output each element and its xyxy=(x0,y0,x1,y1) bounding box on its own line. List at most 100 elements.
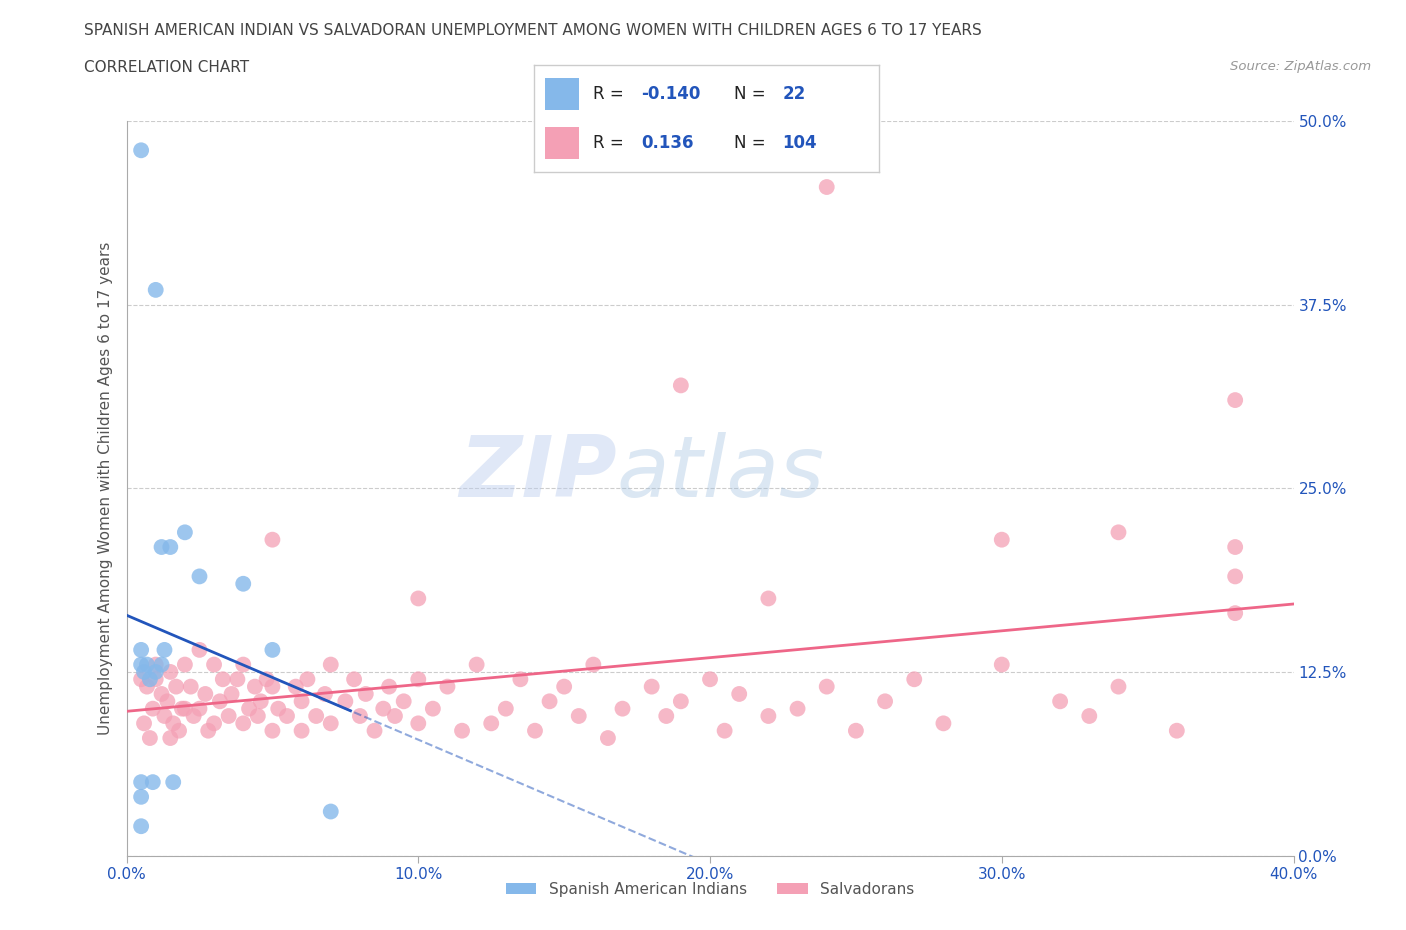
Point xyxy=(162,775,184,790)
Point xyxy=(1223,605,1246,620)
Point xyxy=(1223,392,1246,407)
Point xyxy=(211,671,233,686)
Point xyxy=(262,679,284,694)
Point xyxy=(479,716,502,731)
Point xyxy=(669,694,692,709)
Point xyxy=(699,671,721,686)
Y-axis label: Unemployment Among Women with Children Ages 6 to 17 years: Unemployment Among Women with Children A… xyxy=(97,242,112,735)
Point xyxy=(1223,539,1246,554)
Point xyxy=(159,664,181,679)
Point xyxy=(319,804,342,819)
Text: ZIP: ZIP xyxy=(458,432,617,515)
Point xyxy=(349,709,371,724)
Bar xyxy=(544,78,579,110)
Point xyxy=(756,591,779,606)
Point xyxy=(156,694,179,709)
Point xyxy=(202,716,225,731)
Point xyxy=(596,731,619,746)
Point xyxy=(756,709,779,724)
Text: -0.140: -0.140 xyxy=(641,85,700,103)
Text: 0.136: 0.136 xyxy=(641,134,693,153)
Point xyxy=(136,658,159,672)
Point xyxy=(640,679,664,694)
Point xyxy=(262,643,284,658)
Point xyxy=(1078,709,1101,724)
Point xyxy=(129,143,152,158)
Point xyxy=(174,525,197,539)
Point xyxy=(319,716,342,731)
Point xyxy=(408,716,430,731)
Point xyxy=(129,658,152,672)
Point xyxy=(249,694,271,709)
Point xyxy=(202,658,225,672)
Point xyxy=(1166,724,1188,738)
Point xyxy=(903,671,925,686)
Point xyxy=(669,378,692,392)
Point xyxy=(150,658,173,672)
Point xyxy=(162,716,184,731)
Point xyxy=(408,591,430,606)
Point xyxy=(990,532,1012,547)
Point xyxy=(165,679,187,694)
Point xyxy=(226,671,249,686)
Point xyxy=(815,679,838,694)
Point xyxy=(815,179,838,194)
Point xyxy=(139,731,162,746)
Point xyxy=(174,658,197,672)
Point xyxy=(354,686,377,701)
Point xyxy=(188,643,211,658)
Point xyxy=(378,679,401,694)
Point xyxy=(129,671,152,686)
Point xyxy=(132,664,155,679)
Point xyxy=(267,701,290,716)
Point xyxy=(150,539,173,554)
Point xyxy=(290,724,312,738)
Point xyxy=(183,709,205,724)
Point xyxy=(170,701,193,716)
Text: R =: R = xyxy=(593,134,624,153)
Point xyxy=(129,643,152,658)
Point xyxy=(990,658,1012,672)
Point xyxy=(392,694,415,709)
Point xyxy=(568,709,591,724)
Point xyxy=(246,709,269,724)
Point xyxy=(188,569,211,584)
Text: atlas: atlas xyxy=(617,432,825,515)
Point xyxy=(150,686,173,701)
Point xyxy=(373,701,395,716)
Point xyxy=(159,539,181,554)
Point xyxy=(145,658,167,672)
Point xyxy=(132,716,155,731)
Point xyxy=(553,679,575,694)
Text: SPANISH AMERICAN INDIAN VS SALVADORAN UNEMPLOYMENT AMONG WOMEN WITH CHILDREN AGE: SPANISH AMERICAN INDIAN VS SALVADORAN UN… xyxy=(84,23,983,38)
Point xyxy=(363,724,385,738)
Point xyxy=(297,671,319,686)
Point xyxy=(786,701,808,716)
Point xyxy=(290,694,312,709)
Text: N =: N = xyxy=(734,85,766,103)
Bar xyxy=(544,127,579,159)
Point xyxy=(436,679,458,694)
Point xyxy=(174,701,197,716)
Point xyxy=(495,701,517,716)
Point xyxy=(655,709,678,724)
Point xyxy=(314,686,336,701)
Point xyxy=(221,686,243,701)
Point xyxy=(451,724,474,738)
Point xyxy=(129,818,152,833)
Point xyxy=(243,679,266,694)
Point xyxy=(713,724,735,738)
Point xyxy=(465,658,488,672)
Point xyxy=(232,577,254,591)
Point xyxy=(612,701,634,716)
Point xyxy=(262,532,284,547)
Point xyxy=(875,694,897,709)
Point xyxy=(335,694,357,709)
Point xyxy=(159,731,181,746)
Point xyxy=(1223,569,1246,584)
Point xyxy=(276,709,298,724)
Text: CORRELATION CHART: CORRELATION CHART xyxy=(84,60,249,75)
Point xyxy=(256,671,278,686)
Point xyxy=(422,701,444,716)
Text: N =: N = xyxy=(734,134,766,153)
